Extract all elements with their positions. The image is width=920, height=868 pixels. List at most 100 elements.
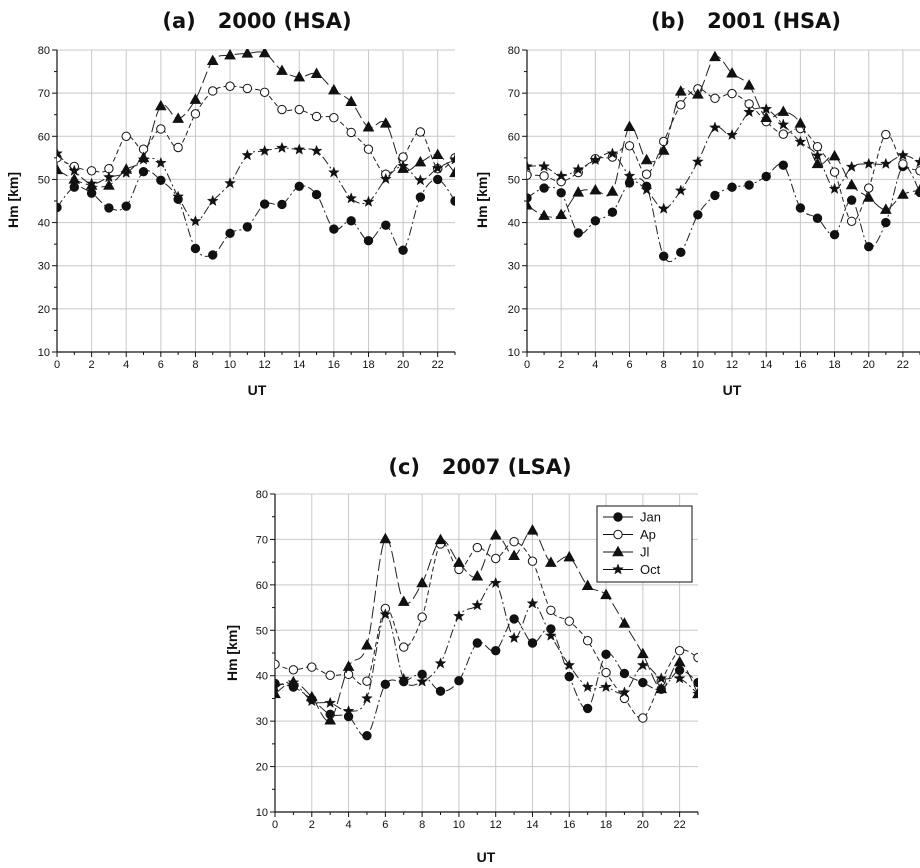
data-point-ap (727, 88, 737, 99)
x-tick-label: 18 (362, 359, 374, 371)
y-tick-label: 80 (508, 45, 520, 57)
data-point-ap (288, 665, 299, 675)
data-point-jl (362, 121, 375, 132)
data-point-jl (224, 49, 236, 60)
data-point-ap (277, 104, 287, 115)
data-point-oct (189, 215, 202, 227)
data-point-jl (189, 93, 202, 104)
data-point-jan (381, 220, 391, 230)
data-point-jl (471, 570, 484, 581)
panel-c-xlabel: UT (477, 849, 496, 865)
x-tick-label: 12 (726, 359, 738, 371)
panel-b: (b) 2001 (HSA) Hm [km] UT 0 2 4 6 8 10 12 14 16 1… (474, 9, 920, 398)
data-point-jan (582, 703, 593, 714)
x-tick-label: 22 (673, 819, 685, 831)
data-point-jan (727, 182, 737, 192)
data-point-oct (414, 174, 427, 186)
data-point-jan (812, 213, 823, 223)
data-point-oct (555, 169, 568, 181)
x-tick-label: 4 (346, 819, 352, 831)
data-point-jan (380, 679, 391, 690)
data-point-jan (311, 189, 322, 200)
data-point-oct (449, 153, 455, 165)
data-point-jl (453, 556, 465, 567)
data-point-jl (545, 556, 557, 567)
data-point-ap (527, 556, 538, 566)
data-point-ap (546, 605, 556, 615)
data-point-jan (539, 183, 549, 193)
data-point-jan (362, 730, 372, 741)
data-point-jan (104, 203, 114, 213)
panel-a-title: (a) 2000 (HSA) (162, 9, 351, 33)
data-point-oct (589, 153, 602, 166)
x-tick-label: 14 (526, 819, 538, 831)
data-point-ap (325, 670, 335, 680)
data-point-ap (638, 713, 648, 723)
data-point-ap (778, 129, 789, 139)
y-tick-label: 10 (256, 807, 268, 819)
data-point-jan (829, 229, 840, 240)
data-point-jan (346, 216, 356, 226)
panel-a-plot-area (57, 49, 455, 260)
data-point-jl (103, 179, 115, 190)
data-point-jan (190, 243, 201, 254)
panel-b-grid (526, 49, 920, 353)
data-point-jan (556, 188, 566, 198)
legend-item-ap: Ap (603, 527, 656, 542)
panel-b-xlabel: UT (723, 382, 742, 398)
data-point-jl (743, 79, 755, 90)
data-point-oct (709, 121, 721, 133)
data-point-jan (761, 171, 771, 182)
data-point-jan (259, 199, 270, 209)
data-point-oct (897, 149, 909, 161)
data-point-jan (744, 180, 754, 190)
data-point-oct (471, 599, 484, 611)
data-point-jl (606, 185, 619, 196)
x-tick-label: 4 (123, 359, 129, 371)
data-point-jl (828, 149, 841, 161)
data-point-jan (138, 166, 149, 177)
data-point-oct (327, 166, 340, 178)
data-point-jl (709, 50, 721, 62)
data-point-oct (154, 156, 167, 169)
y-tick-label: 70 (38, 88, 50, 100)
data-point-ap (693, 652, 698, 663)
data-point-oct (508, 631, 520, 644)
x-tick-label: 10 (692, 359, 704, 371)
y-tick-label: 40 (256, 671, 268, 683)
data-point-oct (743, 105, 756, 118)
data-point-jl (328, 83, 340, 95)
data-point-jan (658, 251, 669, 261)
x-tick-label: 20 (397, 359, 409, 371)
x-tick-label: 2 (558, 359, 564, 371)
data-point-ap (527, 170, 532, 180)
data-point-jl (434, 533, 447, 545)
data-point-jl (310, 67, 323, 78)
y-tick-label: 30 (508, 261, 520, 273)
x-tick-label: 2 (89, 359, 95, 371)
data-point-oct (811, 149, 824, 161)
data-point-oct (85, 177, 98, 189)
data-point-jl (692, 88, 704, 99)
data-point-ap (846, 216, 857, 226)
data-point-jl (258, 49, 271, 58)
legend: Jan Ap Jl Oct (596, 505, 693, 583)
series-jl (527, 50, 920, 220)
data-point-oct (287, 676, 300, 688)
legend-item-jl: Jl (603, 545, 650, 560)
series-jan (57, 166, 455, 260)
data-point-oct (434, 657, 447, 669)
data-point-jan (693, 677, 698, 688)
data-point-oct (103, 171, 115, 183)
panel-c: (c) 2007 (LSA) Hm [km] UT 0 2 4 6 8 10 12 14 16 1… (224, 455, 699, 865)
data-point-jan (795, 203, 806, 213)
data-point-ap (242, 83, 253, 94)
x-tick-label: 2 (309, 819, 315, 831)
data-point-jl (640, 153, 653, 165)
data-point-jan (624, 178, 635, 188)
data-point-jan (435, 686, 446, 696)
data-point-ap (490, 553, 501, 564)
data-point-jl (449, 166, 455, 178)
data-point-ap (674, 646, 685, 656)
y-tick-label: 40 (508, 218, 520, 230)
